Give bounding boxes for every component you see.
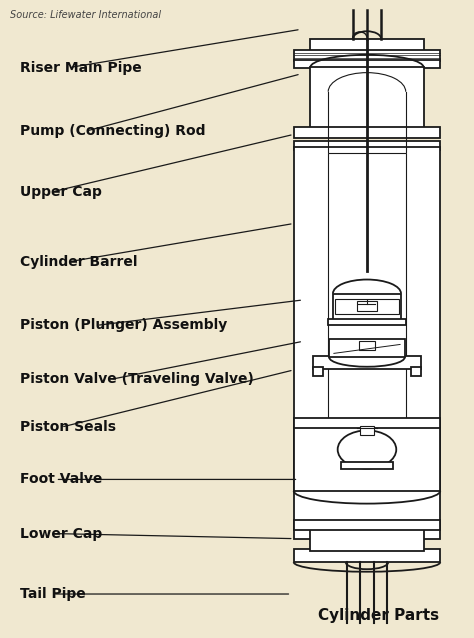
Text: Tail Pipe: Tail Pipe [19,587,85,601]
Bar [335,299,399,314]
Bar [329,339,405,357]
Text: Riser Main Pipe: Riser Main Pipe [19,61,141,75]
Text: Source: Lifewater International: Source: Lifewater International [10,10,161,20]
Text: Cylinder Parts: Cylinder Parts [318,608,439,623]
Bar [294,427,440,491]
Bar [360,426,374,435]
Bar [411,367,421,376]
Bar [294,549,440,562]
Bar [294,147,440,538]
Bar [313,367,323,376]
Bar [294,128,440,138]
Bar [310,67,424,128]
Bar [313,356,421,369]
Bar [310,528,424,551]
Text: Piston Seals: Piston Seals [19,420,116,434]
Bar [341,463,393,468]
Bar [333,293,401,320]
Text: Foot Valve: Foot Valve [19,472,102,486]
Bar [294,419,440,429]
Bar [294,520,440,530]
Bar [294,60,440,68]
Bar [328,319,406,325]
Text: Cylinder Barrel: Cylinder Barrel [19,255,137,269]
Bar [294,50,440,61]
Text: Piston Valve (Traveling Valve): Piston Valve (Traveling Valve) [19,373,254,387]
Bar [328,154,406,427]
Text: Pump (Connecting) Rod: Pump (Connecting) Rod [19,124,205,138]
Bar [359,341,374,350]
Text: Lower Cap: Lower Cap [19,526,102,540]
Text: Piston (Plunger) Assembly: Piston (Plunger) Assembly [19,318,227,332]
Text: Upper Cap: Upper Cap [19,184,101,198]
Ellipse shape [337,431,396,468]
Bar [294,142,440,150]
Bar [310,39,424,52]
Bar [356,301,377,311]
